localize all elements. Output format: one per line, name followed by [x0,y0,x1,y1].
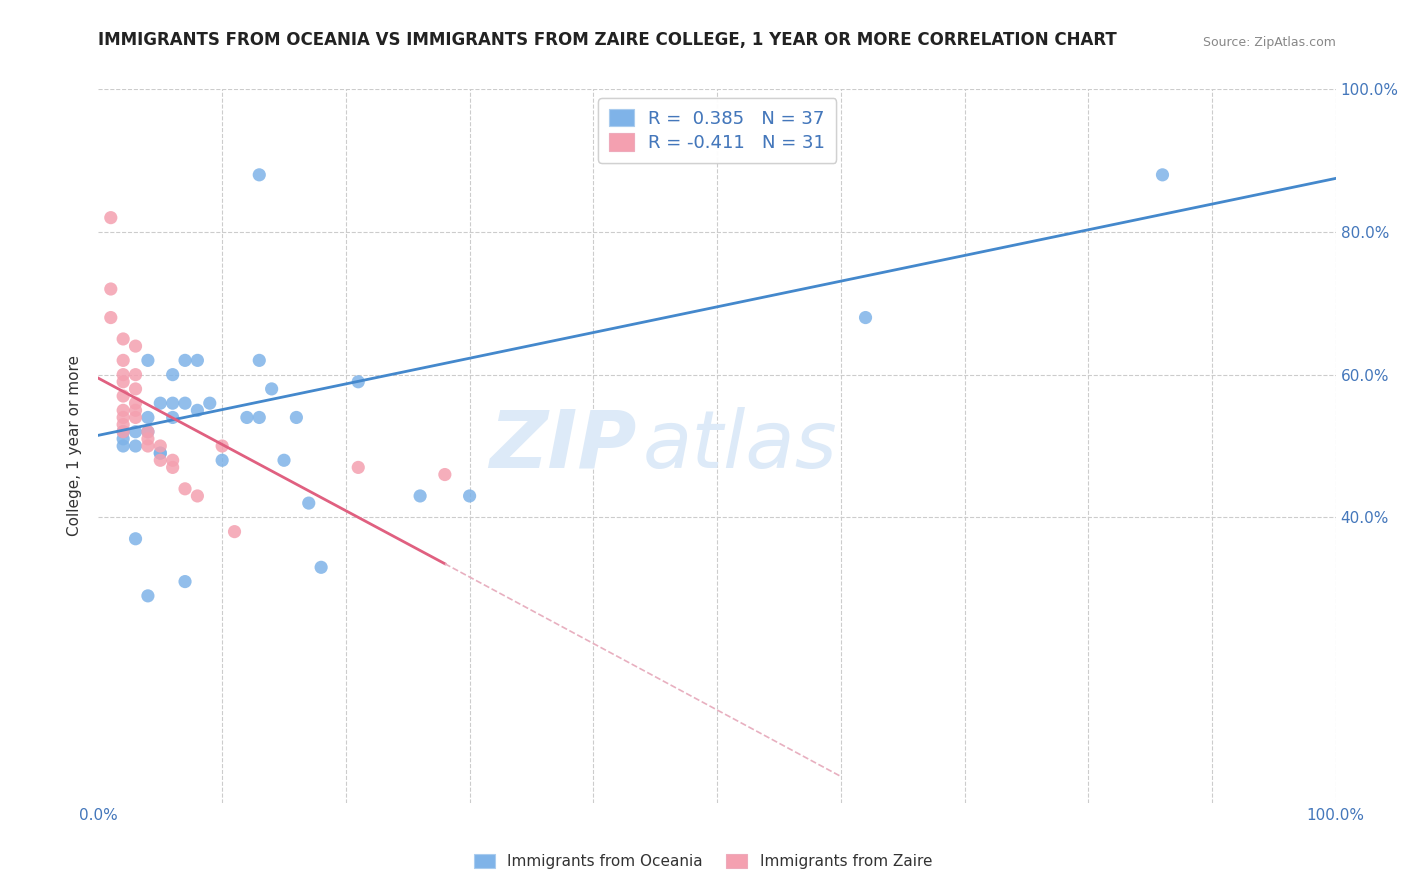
Point [309,560,332,574]
Point [136,425,159,439]
Point [112,389,135,403]
Point [124,368,146,382]
Point [174,396,197,410]
Point [174,482,197,496]
Point [247,353,270,368]
Point [149,439,172,453]
Point [124,532,146,546]
Point [112,403,135,417]
Point [100,282,122,296]
Y-axis label: College, 1 year or more: College, 1 year or more [67,356,83,536]
Point [260,382,283,396]
Point [124,439,146,453]
Point [136,439,159,453]
Legend: R =  0.385   N = 37, R = -0.411   N = 31: R = 0.385 N = 37, R = -0.411 N = 31 [598,98,837,163]
Point [211,439,233,453]
Point [136,425,159,439]
Point [149,446,172,460]
Point [124,425,146,439]
Text: atlas: atlas [643,407,838,485]
Point [124,339,146,353]
Point [347,375,370,389]
Point [174,574,197,589]
Point [124,410,146,425]
Point [100,211,122,225]
Point [409,489,432,503]
Point [247,410,270,425]
Point [433,467,456,482]
Point [285,410,308,425]
Point [186,353,208,368]
Point [273,453,295,467]
Point [149,396,172,410]
Point [186,403,208,417]
Point [136,353,159,368]
Point [162,368,184,382]
Point [162,460,184,475]
Point [100,310,122,325]
Point [224,524,246,539]
Point [112,425,135,439]
Point [112,375,135,389]
Point [162,453,184,467]
Point [124,396,146,410]
Point [112,410,135,425]
Point [298,496,321,510]
Point [236,410,259,425]
Point [149,453,172,467]
Point [112,368,135,382]
Point [149,446,172,460]
Point [162,396,184,410]
Point [112,417,135,432]
Point [136,589,159,603]
Point [247,168,270,182]
Point [211,453,233,467]
Point [1152,168,1174,182]
Text: ZIP: ZIP [489,407,637,485]
Point [112,432,135,446]
Legend: Immigrants from Oceania, Immigrants from Zaire: Immigrants from Oceania, Immigrants from… [468,847,938,875]
Point [124,382,146,396]
Point [112,332,135,346]
Point [186,489,208,503]
Point [855,310,877,325]
Point [136,410,159,425]
Text: Source: ZipAtlas.com: Source: ZipAtlas.com [1202,36,1336,49]
Point [162,410,184,425]
Point [112,425,135,439]
Point [174,353,197,368]
Text: IMMIGRANTS FROM OCEANIA VS IMMIGRANTS FROM ZAIRE COLLEGE, 1 YEAR OR MORE CORRELA: IMMIGRANTS FROM OCEANIA VS IMMIGRANTS FR… [98,31,1118,49]
Point [136,432,159,446]
Point [112,439,135,453]
Point [124,403,146,417]
Point [347,460,370,475]
Point [112,353,135,368]
Point [198,396,221,410]
Point [458,489,481,503]
